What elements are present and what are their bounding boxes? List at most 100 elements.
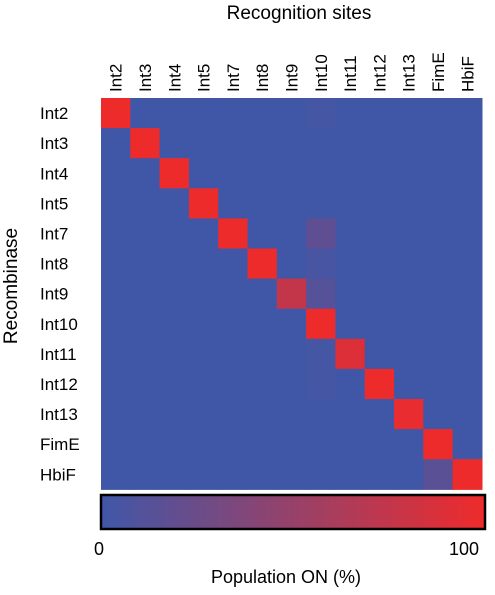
heatmap-cell-int12-int4: [159, 368, 190, 400]
heatmap-cell-int11-int3: [130, 338, 161, 370]
heatmap-cell-fime-int4: [159, 429, 190, 460]
heatmap-cell-fime-int11: [335, 429, 366, 460]
heatmap-cell-int13-int2: [101, 399, 131, 430]
heatmap-cell-int10-int7: [218, 308, 249, 340]
x-tick-label: Int7: [224, 64, 243, 92]
heatmap-cell-int8-int13: [394, 248, 424, 280]
heatmap-cell-int4-int11: [335, 158, 366, 189]
heatmap-cell-int10-int4: [159, 308, 190, 340]
heatmap-cell-int10-int2: [101, 308, 131, 340]
y-tick-label: HbiF: [40, 465, 76, 484]
heatmap-cell-int10-int8: [247, 308, 278, 340]
heatmap-cell-fime-int13: [394, 429, 424, 460]
heatmap-cell-int2-int8: [247, 98, 278, 129]
heatmap-cell-int9-fime: [423, 278, 454, 310]
heatmap-cell-int7-int7: [218, 218, 249, 250]
heatmap-cell-int8-int2: [101, 248, 131, 280]
heatmap-cell-int13-int4: [159, 399, 190, 430]
y-tick-label: Int11: [40, 345, 77, 364]
x-tick-label: Int10: [312, 54, 331, 92]
heatmap-cell-int8-int11: [335, 248, 366, 280]
heatmap-cell-int11-fime: [423, 338, 454, 370]
heatmap-cell-fime-int5: [188, 429, 219, 460]
heatmap-cell-int4-int7: [218, 158, 249, 189]
heatmap-cell-int5-int12: [364, 188, 395, 219]
heatmap-cell-int5-int7: [218, 188, 249, 219]
heatmap-cell-int7-int11: [335, 218, 366, 250]
heatmap-cell-int13-int8: [247, 399, 278, 430]
heatmap-cell-int7-hbif: [452, 218, 483, 250]
heatmap-cell-int12-int3: [130, 368, 161, 400]
heatmap-cell-int3-int3: [130, 128, 161, 159]
heatmap-cell-int12-int2: [101, 368, 131, 400]
heatmap-cell-fime-fime: [423, 429, 454, 460]
heatmap-cell-fime-int9: [276, 429, 307, 460]
heatmap-cell-int4-int9: [276, 158, 307, 189]
heatmap-cell-int2-int4: [159, 98, 190, 129]
heatmap-cell-int2-fime: [423, 98, 454, 129]
heatmap-cell-int7-int3: [130, 218, 161, 250]
heatmap-cell-hbif-int10: [306, 459, 336, 490]
heatmap-cell-int3-int7: [218, 128, 249, 159]
heatmap-cell-int11-int10: [306, 338, 336, 370]
x-tick-label: Int5: [195, 64, 214, 92]
y-tick-label: Int7: [40, 224, 68, 243]
heatmap-cell-int5-int10: [306, 188, 336, 219]
heatmap-cell-int2-int3: [130, 98, 161, 129]
heatmap-cell-int8-int5: [188, 248, 219, 280]
heatmap-cell-int3-int13: [394, 128, 424, 159]
x-tick-label: Int4: [165, 64, 184, 92]
heatmap-cell-hbif-int8: [247, 459, 278, 490]
heatmap-cell-int11-int5: [188, 338, 219, 370]
heatmap-cell-int4-int2: [101, 158, 131, 189]
heatmap-cell-hbif-int12: [364, 459, 395, 490]
heatmap-cell-int7-fime: [423, 218, 454, 250]
heatmap-cell-int12-int9: [276, 368, 307, 400]
heatmap-cell-int13-int5: [188, 399, 219, 430]
heatmap-cell-int7-int4: [159, 218, 190, 250]
heatmap-cell-int10-int11: [335, 308, 366, 340]
heatmap-cell-int4-int3: [130, 158, 161, 189]
heatmap-cell-int3-int2: [101, 128, 131, 159]
heatmap-cell-int7-int9: [276, 218, 307, 250]
heatmap-cell-int11-int8: [247, 338, 278, 370]
heatmap-cell-int11-int12: [364, 338, 395, 370]
heatmap-cell-int9-int10: [306, 278, 336, 310]
heatmap-cell-int8-int3: [130, 248, 161, 280]
colorbar-max-label: 100: [449, 539, 479, 559]
heatmap-cell-int12-int13: [394, 368, 424, 400]
heatmap-cell-int7-int8: [247, 218, 278, 250]
heatmap-cell-int10-int10: [306, 308, 336, 340]
heatmap-cell-int10-int12: [364, 308, 395, 340]
heatmap-cell-int2-int13: [394, 98, 424, 129]
heatmap-cell-int5-hbif: [452, 188, 483, 219]
heatmap-cell-int4-fime: [423, 158, 454, 189]
heatmap-cell-int5-int9: [276, 188, 307, 219]
heatmap-cell-int5-int11: [335, 188, 366, 219]
x-tick-label: Int12: [370, 54, 389, 92]
colorbar: [99, 493, 487, 531]
heatmap-cell-int9-int7: [218, 278, 249, 310]
heatmap-cell-int7-int5: [188, 218, 219, 250]
heatmap-cell-hbif-hbif: [452, 459, 483, 490]
heatmap-cell-int13-int10: [306, 399, 336, 430]
heatmap-cell-int8-int9: [276, 248, 307, 280]
heatmap-cell-int8-hbif: [452, 248, 483, 280]
heatmap-cell-int3-int9: [276, 128, 307, 159]
y-tick-labels: Int2 Int3 Int4 Int5 Int7 Int8 Int9 Int10 Int11 In…: [40, 104, 80, 484]
heatmap-cell-int9-int11: [335, 278, 366, 310]
heatmap-cell-int5-int4: [159, 188, 190, 219]
heatmap-cell-int12-int5: [188, 368, 219, 400]
heatmap-cell-int5-int8: [247, 188, 278, 219]
heatmap-cell-int8-int7: [218, 248, 249, 280]
heatmap-cell-int8-int10: [306, 248, 336, 280]
heatmap-cell-fime-hbif: [452, 429, 483, 460]
heatmap-cell-int5-fime: [423, 188, 454, 219]
y-tick-label: Int10: [40, 315, 78, 334]
heatmap-cell-int12-hbif: [452, 368, 483, 400]
heatmap-cell-int3-int12: [364, 128, 395, 159]
heatmap-cell-int2-int7: [218, 98, 249, 129]
heatmap-cell-int11-int2: [101, 338, 131, 370]
heatmap-cell-hbif-int5: [188, 459, 219, 490]
